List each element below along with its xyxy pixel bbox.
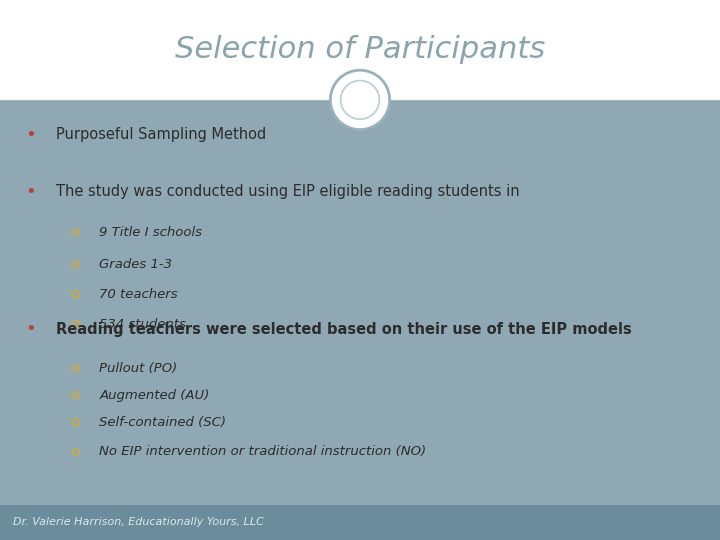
FancyBboxPatch shape bbox=[0, 100, 720, 505]
FancyBboxPatch shape bbox=[0, 505, 720, 540]
Text: The study was conducted using EIP eligible reading students in: The study was conducted using EIP eligib… bbox=[56, 184, 520, 199]
Text: •: • bbox=[25, 126, 35, 144]
Text: No EIP intervention or traditional instruction (NO): No EIP intervention or traditional instr… bbox=[99, 446, 426, 458]
Text: Reading teachers were selected based on their use of the EIP models: Reading teachers were selected based on … bbox=[56, 322, 632, 337]
Text: •: • bbox=[25, 320, 35, 339]
Text: Selection of Participants: Selection of Participants bbox=[175, 36, 545, 64]
Text: Dr. Valerie Harrison, Educationally Yours, LLC: Dr. Valerie Harrison, Educationally Your… bbox=[13, 517, 264, 528]
Ellipse shape bbox=[330, 70, 390, 130]
Text: •: • bbox=[25, 183, 35, 201]
Text: Pullout (PO): Pullout (PO) bbox=[99, 362, 178, 375]
Text: 534 students: 534 students bbox=[99, 318, 186, 330]
Text: 70 teachers: 70 teachers bbox=[99, 288, 178, 301]
Text: 9 Title I schools: 9 Title I schools bbox=[99, 226, 202, 239]
Text: Purposeful Sampling Method: Purposeful Sampling Method bbox=[56, 127, 266, 143]
Text: Grades 1-3: Grades 1-3 bbox=[99, 258, 172, 271]
Text: Augmented (AU): Augmented (AU) bbox=[99, 389, 210, 402]
FancyBboxPatch shape bbox=[0, 0, 720, 100]
Text: Self-contained (SC): Self-contained (SC) bbox=[99, 416, 226, 429]
